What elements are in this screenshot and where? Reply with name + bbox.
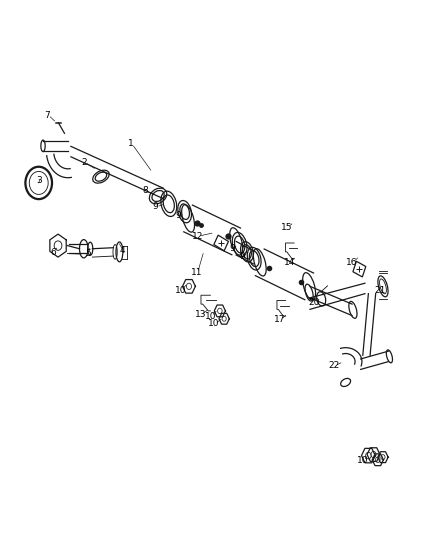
Text: 1: 1 <box>128 139 134 148</box>
Text: 10: 10 <box>357 456 368 465</box>
Text: 17: 17 <box>274 316 286 324</box>
Text: 9: 9 <box>229 244 235 253</box>
Text: 9: 9 <box>175 211 181 220</box>
Text: 21: 21 <box>374 286 385 295</box>
Text: 9: 9 <box>152 203 159 212</box>
Text: 10: 10 <box>208 319 219 328</box>
Text: 20: 20 <box>309 297 320 306</box>
Text: 14: 14 <box>284 258 296 267</box>
Text: 8: 8 <box>142 186 148 195</box>
Text: 9: 9 <box>240 252 245 261</box>
Text: 6: 6 <box>51 248 57 257</box>
Text: 11: 11 <box>191 268 202 277</box>
Text: 12: 12 <box>192 232 203 241</box>
Text: 2: 2 <box>81 158 87 166</box>
Text: 3: 3 <box>36 176 42 185</box>
Text: 13: 13 <box>195 310 207 319</box>
Text: 5: 5 <box>85 249 91 258</box>
Text: 4: 4 <box>120 246 125 255</box>
Text: 10: 10 <box>205 312 216 321</box>
Text: 22: 22 <box>328 361 339 370</box>
Text: 15: 15 <box>281 223 293 232</box>
Text: 10: 10 <box>175 286 186 295</box>
Text: 16: 16 <box>346 258 358 267</box>
Text: 7: 7 <box>44 110 50 119</box>
